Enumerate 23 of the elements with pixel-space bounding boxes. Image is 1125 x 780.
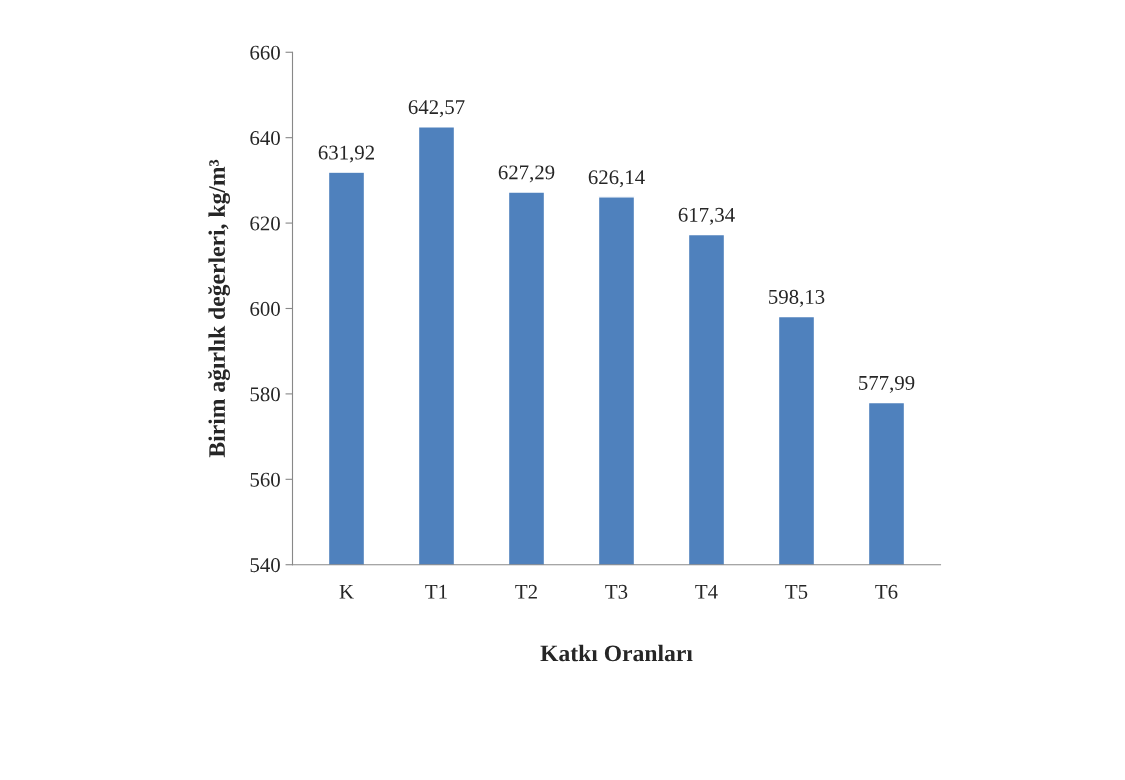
data-label: 577,99 xyxy=(859,375,915,393)
y-tick-label: 600 xyxy=(250,301,280,316)
data-label: 617,34 xyxy=(678,207,735,225)
data-label: 631,92 xyxy=(318,145,374,163)
x-tick-label: K xyxy=(339,584,354,599)
y-tick-label: 540 xyxy=(250,558,280,573)
data-label: 642,57 xyxy=(408,100,465,118)
y-axis-title: Birim ağırlık değerleri, kg/m³ xyxy=(208,159,230,458)
x-tick-label: T5 xyxy=(785,584,808,599)
data-label: 598,13 xyxy=(769,289,825,307)
x-tick-label: T3 xyxy=(605,584,628,599)
y-tick-label: 660 xyxy=(250,45,280,60)
data-label: 626,14 xyxy=(588,170,645,188)
x-axis-title: Katkı Oranları xyxy=(540,644,693,662)
data-label: 627,29 xyxy=(498,165,555,183)
y-tick-label: 560 xyxy=(250,472,280,487)
x-tick-label: T6 xyxy=(875,584,898,599)
y-tick-label: 640 xyxy=(250,131,280,146)
x-tick-label: T4 xyxy=(695,584,718,599)
x-tick-label: T2 xyxy=(515,584,537,599)
x-tick-label: T1 xyxy=(425,584,447,599)
y-tick-label: 580 xyxy=(250,387,280,402)
y-tick-label: 620 xyxy=(250,216,280,231)
